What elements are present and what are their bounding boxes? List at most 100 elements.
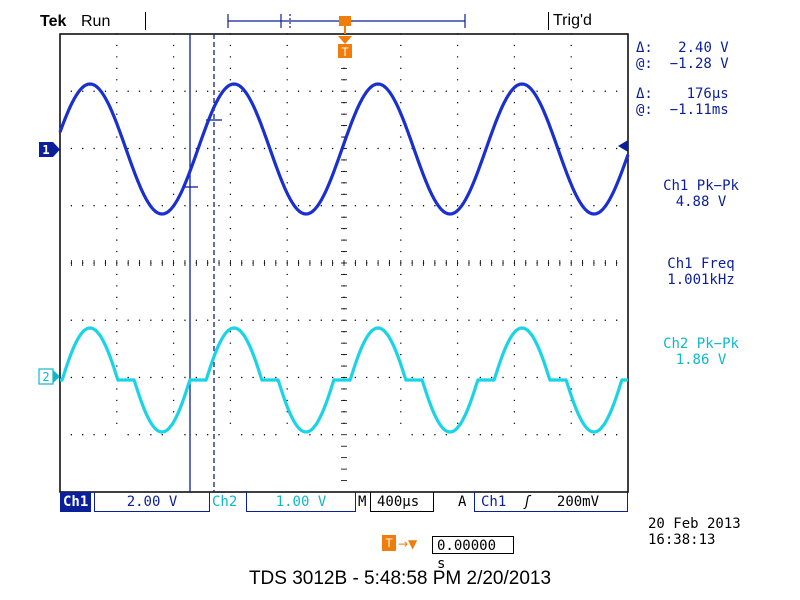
grid-mark (366, 434, 368, 436)
ch1-tag[interactable]: Ch1 (60, 492, 92, 512)
grid-mark (229, 250, 232, 253)
grid-mark (513, 147, 516, 150)
grid-mark (513, 376, 516, 379)
grid-mark (400, 273, 402, 276)
grid-mark (456, 67, 459, 70)
ch2-scale[interactable]: 1.00 V (246, 492, 356, 512)
grid-mark (536, 319, 538, 321)
grid-mark (229, 273, 232, 276)
grid-mark (241, 319, 243, 321)
timebase-value[interactable]: 400µs (370, 492, 434, 512)
grid-mark (354, 147, 357, 150)
grid-mark (252, 147, 254, 150)
grid-mark (366, 376, 368, 379)
grid-mark (513, 296, 516, 299)
grid-mark (456, 113, 459, 115)
grid-mark (104, 434, 107, 436)
grid-mark (218, 205, 220, 207)
trigger-position-field[interactable]: 0.00000 s (432, 536, 514, 572)
grid-mark (172, 147, 175, 150)
grid-mark (456, 56, 459, 58)
grid-mark (229, 205, 232, 207)
date-time: 20 Feb 2013 16:38:13 (648, 516, 741, 548)
ch1-ground-marker[interactable]: 1 (39, 142, 60, 157)
grid-mark (456, 33, 459, 35)
grid-mark (456, 182, 459, 184)
grid-mark (490, 319, 493, 321)
grid-mark (116, 399, 118, 402)
grid-mark (172, 273, 175, 276)
grid-mark (229, 365, 232, 367)
grid-mark (468, 319, 470, 321)
grid-mark (513, 365, 516, 367)
grid-mark (195, 434, 198, 436)
grid-mark (377, 90, 379, 92)
ch2-ground-marker[interactable]: 2 (38, 368, 60, 385)
ch1-scale[interactable]: 2.00 V (94, 492, 210, 512)
grid-mark (411, 434, 413, 436)
grid-mark (400, 227, 402, 230)
grid-mark (434, 319, 436, 321)
grid-mark (604, 147, 606, 150)
grid-mark (422, 205, 425, 207)
grid-mark (456, 365, 459, 367)
grid-mark (400, 124, 402, 127)
grid-mark (456, 285, 459, 287)
time-cursor-readout: Δ: 176µs @: −1.11ms (636, 86, 729, 118)
grid-mark (172, 44, 175, 47)
grid-mark (456, 376, 459, 379)
grid-mark (172, 182, 175, 184)
grid-mark (570, 205, 572, 207)
grid-mark (490, 376, 493, 379)
measurement-label: Ch1 Freq (667, 256, 735, 272)
grid-mark (581, 376, 584, 379)
grid-mark (93, 205, 95, 207)
grid-mark (286, 147, 288, 150)
grid-mark (172, 113, 175, 115)
grid-mark (138, 90, 141, 92)
grid-mark (286, 319, 288, 321)
grid-mark (513, 273, 516, 276)
grid-mark (570, 422, 572, 424)
grid-mark (570, 136, 572, 138)
grid-mark (275, 319, 277, 321)
grid-mark (400, 159, 402, 161)
ch2-tag[interactable]: Ch2 (212, 494, 238, 510)
measurement-ch1-pkpk: Ch1 Pk−Pk 4.88 V (636, 178, 766, 210)
grid-mark (479, 205, 482, 207)
grid-mark (331, 205, 334, 207)
grid-mark (172, 331, 175, 333)
grid-mark (70, 376, 73, 379)
grid-mark (354, 205, 357, 207)
grid-mark (468, 434, 470, 436)
grid-mark (445, 90, 447, 92)
grid-mark (116, 159, 118, 161)
grid-mark (400, 205, 402, 207)
grid-mark (434, 90, 436, 92)
grid-mark (309, 205, 311, 207)
grid-mark (138, 376, 141, 379)
grid-mark (400, 342, 402, 344)
grid-mark (570, 147, 572, 150)
grid-mark (172, 319, 175, 321)
grid-mark (525, 147, 527, 150)
grid-mark (252, 434, 254, 436)
grid-mark (275, 147, 277, 150)
grid-mark (286, 44, 288, 47)
grid-mark (172, 216, 175, 218)
grid-mark (502, 205, 504, 207)
grid-mark (354, 434, 357, 436)
grid-mark (286, 33, 288, 35)
grid-mark (286, 239, 288, 241)
grid-mark (286, 285, 288, 287)
grid-mark (286, 422, 288, 424)
grid-mark (116, 365, 118, 367)
grid-mark (116, 239, 118, 241)
grid-mark (513, 250, 516, 253)
grid-mark (172, 102, 175, 104)
grid-mark (93, 376, 95, 379)
grid-mark (400, 331, 402, 333)
trigger-settings[interactable]: Ch1 ʃ 200mV (474, 492, 628, 512)
grid-mark (172, 342, 175, 344)
